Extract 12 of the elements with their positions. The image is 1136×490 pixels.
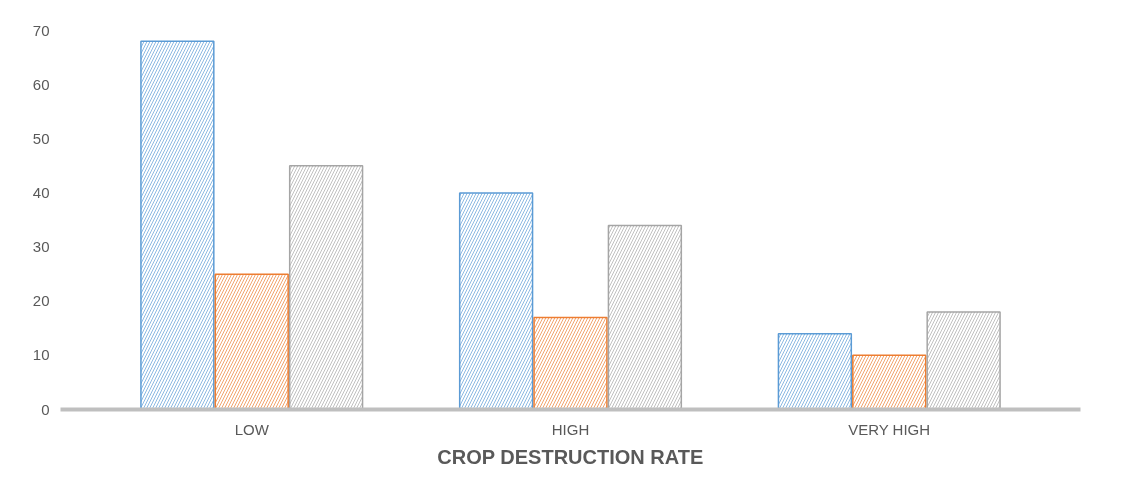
x-tick-label: VERY HIGH: [848, 420, 931, 438]
y-tick-label: 70: [32, 21, 50, 39]
y-tick-label: 0: [41, 400, 50, 418]
y-tick-label: 50: [32, 129, 50, 147]
y-tick-label: 30: [32, 238, 50, 256]
x-axis-title: CROP DESTRUCTION RATE: [437, 445, 704, 468]
x-tick-label: HIGH: [551, 420, 590, 438]
y-tick-label: 60: [32, 75, 50, 93]
y-tick-label: 10: [32, 346, 50, 364]
y-tick-label: 20: [32, 292, 50, 310]
y-tick-label: 40: [32, 183, 50, 201]
x-tick-label: LOW: [234, 420, 270, 438]
